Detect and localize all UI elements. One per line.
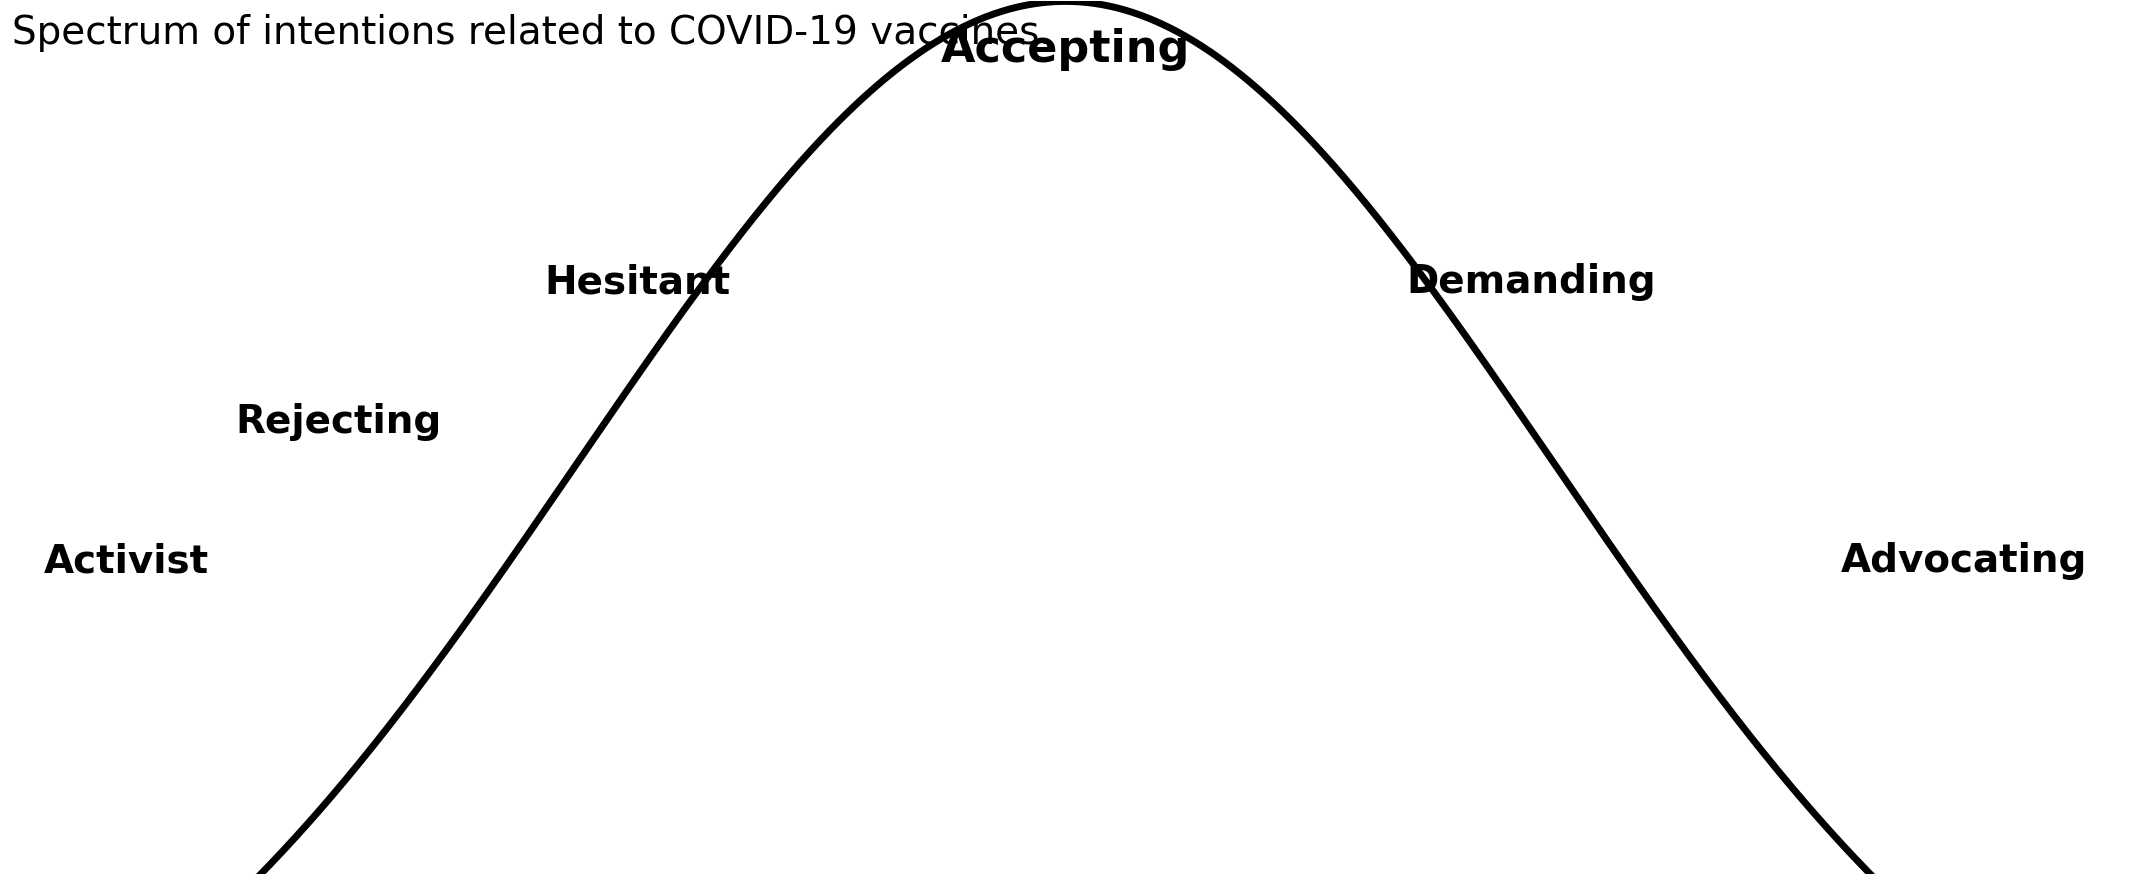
Text: Advocating: Advocating	[1841, 542, 2086, 580]
Text: Activist: Activist	[45, 542, 209, 580]
Text: Accepting: Accepting	[940, 27, 1191, 71]
Text: Rejecting: Rejecting	[237, 402, 441, 441]
Text: Demanding: Demanding	[1406, 263, 1656, 301]
Text: Hesitant: Hesitant	[543, 263, 731, 301]
Text: Spectrum of intentions related to COVID-19 vaccines.: Spectrum of intentions related to COVID-…	[13, 15, 1053, 52]
